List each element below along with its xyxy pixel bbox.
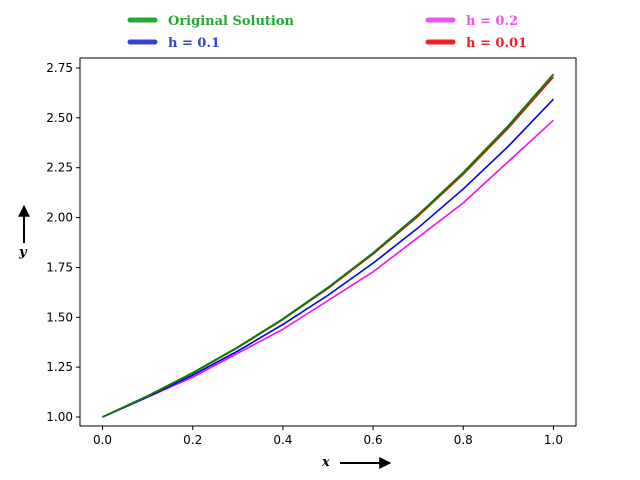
y-tick-label: 1.25 <box>46 360 73 374</box>
x-tick-label: 0.8 <box>454 433 473 447</box>
legend-label-h-0-01: h = 0.01 <box>466 36 527 51</box>
legend-label-h-0-2: h = 0.2 <box>466 14 518 29</box>
legend-item-h-0-1: h = 0.1 <box>127 36 220 51</box>
x-tick-label: 0.2 <box>183 433 202 447</box>
legend-item-h-0-01: h = 0.01 <box>425 36 527 51</box>
x-tick-label: 0.6 <box>364 433 383 447</box>
series-line-h-0-1 <box>102 98 555 418</box>
legend-label-original-solution: Original Solution <box>168 14 295 29</box>
y-tick-label: 2.75 <box>46 61 73 75</box>
series-line-h-0-01 <box>102 76 555 418</box>
x-tick-label: 1.0 <box>544 433 563 447</box>
series-lines <box>102 73 555 418</box>
y-tick-label: 2.50 <box>46 111 73 125</box>
series-line-original-solution <box>102 73 555 418</box>
x-axis-label: x <box>321 455 330 470</box>
legend-item-original-solution: Original Solution <box>127 14 295 29</box>
y-axis-label-group: y <box>18 204 30 260</box>
plot-area <box>79 57 577 427</box>
x-axis: 0.0 0.2 0.4 0.6 0.8 1.0 <box>93 426 563 447</box>
y-axis: 1.00 1.25 1.50 1.75 2.00 2.25 2.50 2.75 <box>46 61 80 424</box>
y-tick-label: 1.75 <box>46 260 73 274</box>
y-tick-label: 2.25 <box>46 161 73 175</box>
y-tick-label: 1.50 <box>46 310 73 324</box>
y-tick-label: 1.00 <box>46 410 73 424</box>
x-tick-label: 0.0 <box>93 433 112 447</box>
series-line-h-0-2 <box>102 119 554 418</box>
y-axis-label: y <box>18 245 28 260</box>
legend-label-h-0-1: h = 0.1 <box>168 36 220 51</box>
x-tick-label: 0.4 <box>273 433 292 447</box>
legend: Original Solution h = 0.2 h = 0.1 h = 0.… <box>127 14 527 51</box>
legend-item-h-0-2: h = 0.2 <box>425 14 518 29</box>
y-tick-label: 2.00 <box>46 211 73 225</box>
x-axis-label-group: x <box>321 455 392 470</box>
